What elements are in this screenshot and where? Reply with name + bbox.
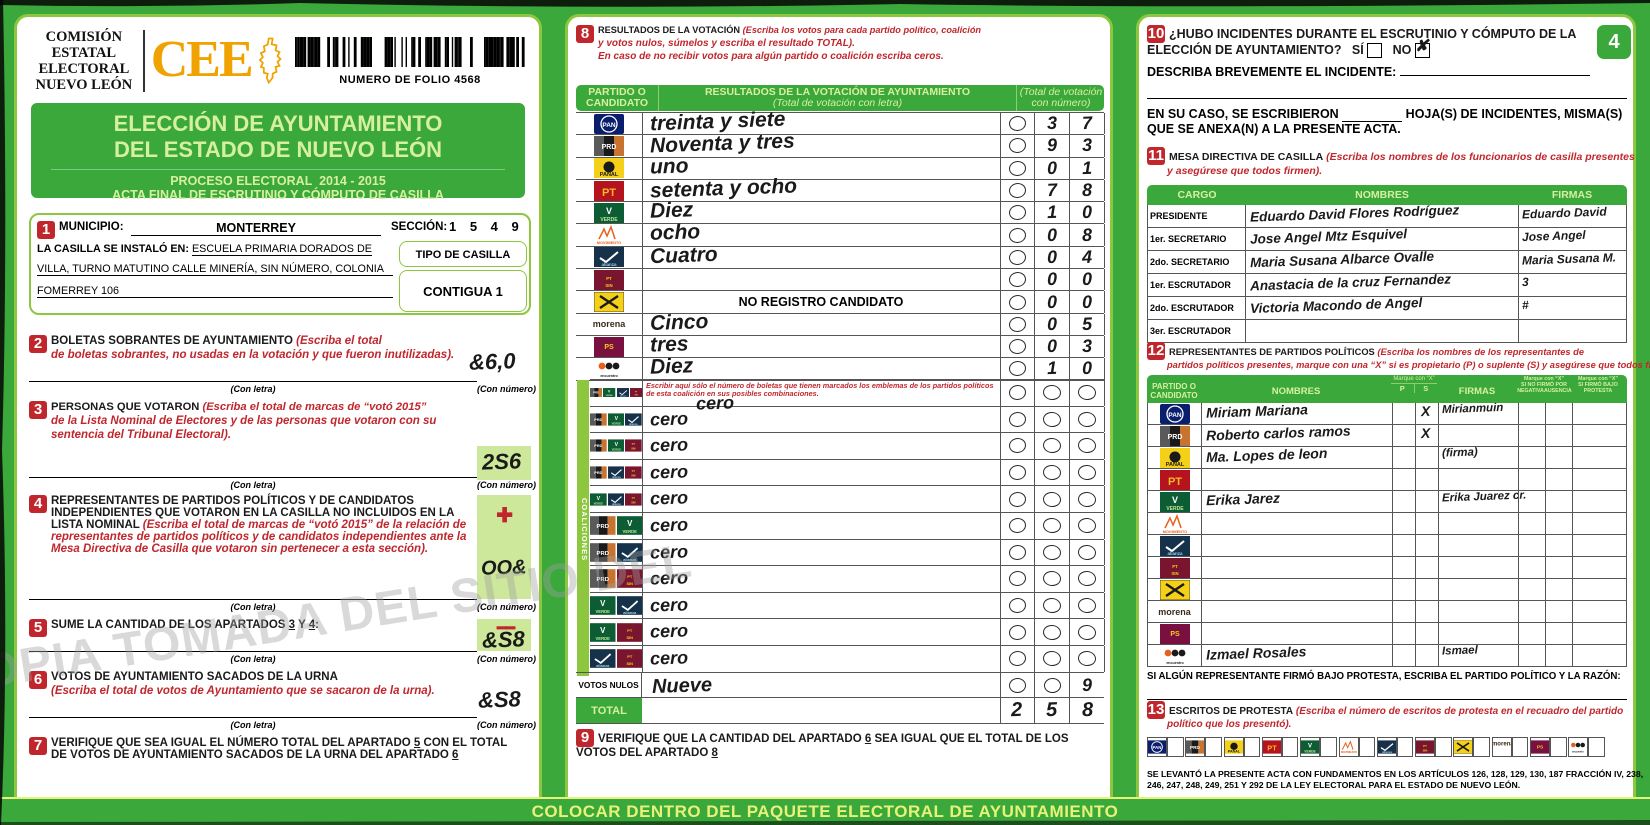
svg-text:V: V [614,416,618,422]
svg-text:PRD: PRD [593,391,599,395]
svg-text:PT: PT [632,443,636,447]
svg-text:MOVIMIENTO: MOVIMIENTO [597,241,621,245]
svg-text:PANAL: PANAL [1165,462,1184,468]
svg-text:PT: PT [1267,743,1277,752]
svg-text:VERDE: VERDE [611,421,621,425]
svg-text:PT: PT [632,469,636,473]
svg-text:PRD: PRD [1167,434,1182,441]
svg-text:alianza: alianza [623,610,637,615]
svg-text:alianza: alianza [623,557,637,562]
svg-text:encuentro: encuentro [1166,661,1184,665]
svg-text:PT: PT [1172,564,1178,569]
svg-text:VERDE: VERDE [611,448,621,452]
svg-text:V: V [600,626,606,635]
svg-text:V: V [627,519,633,528]
svg-text:PANAL: PANAL [1227,749,1240,753]
svg-text:SIN: SIN [605,283,612,288]
svg-text:PRD: PRD [1190,745,1201,750]
svg-text:PT: PT [602,187,616,199]
svg-text:alianza: alianza [601,262,617,267]
svg-text:MOVIMIENTO: MOVIMIENTO [1340,751,1356,754]
svg-text:V: V [606,206,612,216]
svg-text:PS: PS [604,344,614,351]
svg-text:PT: PT [627,574,633,579]
svg-text:SIN: SIN [632,500,636,504]
svg-text:SIN: SIN [626,661,633,666]
svg-text:alianza: alianza [629,422,638,426]
svg-text:PRD: PRD [597,524,609,530]
svg-text:PT: PT [627,654,633,659]
svg-text:V: V [614,442,618,448]
svg-text:SIN: SIN [626,635,633,640]
svg-text:VERDE: VERDE [606,395,614,397]
svg-text:alianza: alianza [612,502,621,506]
svg-text:PAN: PAN [1153,745,1162,750]
svg-text:alianza: alianza [1167,551,1183,556]
svg-text:VERDE: VERDE [622,529,637,534]
svg-text:SIN: SIN [632,447,636,451]
svg-text:VERDE: VERDE [594,501,604,505]
svg-text:PT: PT [1423,744,1427,748]
svg-text:PRD: PRD [597,551,609,557]
svg-text:MOVIMIENTO: MOVIMIENTO [1162,530,1186,534]
svg-text:PRD: PRD [594,445,602,449]
svg-text:PS: PS [1537,744,1543,749]
svg-text:PT: PT [1167,476,1181,488]
svg-text:encuentro: encuentro [600,374,618,378]
svg-text:VERDE: VERDE [1166,506,1184,512]
svg-text:PRD: PRD [602,144,617,151]
svg-text:PRD: PRD [594,471,602,475]
svg-text:encuentro: encuentro [1572,750,1584,753]
svg-text:V: V [1171,495,1177,505]
svg-text:alianza: alianza [596,663,610,668]
svg-text:alianza: alianza [619,396,626,398]
svg-text:PANAL: PANAL [600,172,619,178]
svg-text:SIN: SIN [1171,571,1178,576]
svg-text:VERDE: VERDE [1304,749,1316,753]
svg-text:PAN: PAN [1168,412,1182,419]
svg-text:PAN: PAN [602,122,616,129]
svg-text:PRD: PRD [594,418,602,422]
svg-text:PT: PT [627,628,633,633]
svg-text:PT: PT [606,276,612,281]
svg-text:V: V [600,599,606,608]
svg-text:alianza: alianza [1382,750,1392,754]
svg-text:PS: PS [1170,631,1180,638]
svg-text:SIN: SIN [626,581,633,586]
svg-text:alianza: alianza [612,475,621,479]
svg-text:SIN: SIN [632,474,636,478]
svg-text:VERDE: VERDE [600,217,618,223]
svg-text:VERDE: VERDE [596,609,611,614]
svg-text:VERDE: VERDE [596,635,611,640]
svg-text:SIN: SIN [1423,749,1428,753]
svg-text:PT: PT [632,496,636,500]
svg-text:V: V [597,495,601,501]
svg-text:PRD: PRD [597,577,609,583]
